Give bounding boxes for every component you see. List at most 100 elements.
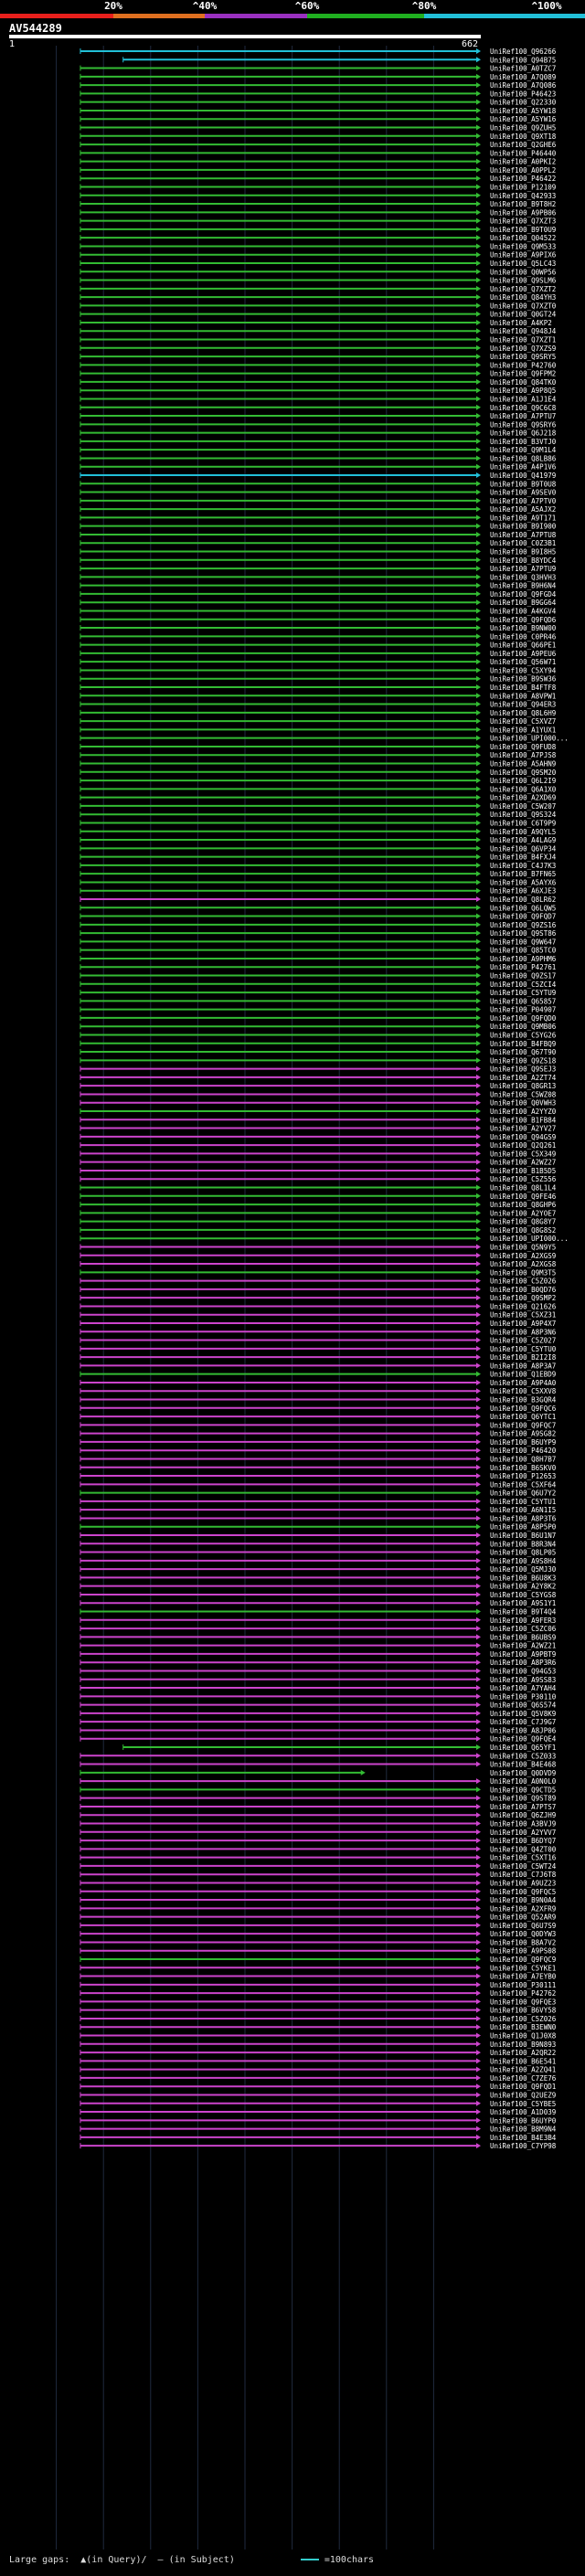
hit-row[interactable]: UniRef100_A5AYX6: [80, 878, 557, 886]
hit-label[interactable]: UniRef100_C5YTU9: [490, 989, 556, 997]
hit-row[interactable]: UniRef100_Q948J4: [80, 327, 557, 335]
hit-label[interactable]: UniRef100_C5YKE1: [490, 1964, 556, 1972]
hit-label[interactable]: UniRef100_Q9ZS17: [490, 972, 556, 981]
hit-label[interactable]: UniRef100_B6UBS9: [490, 1633, 556, 1641]
hit-label[interactable]: UniRef100_Q5LC43: [490, 260, 556, 268]
hit-label[interactable]: UniRef100_Q7XZT0: [490, 302, 557, 310]
hit-label[interactable]: UniRef100_Q52AR9: [490, 1913, 556, 1922]
hit-label[interactable]: UniRef100_C5YTU1: [490, 1498, 556, 1506]
hit-row[interactable]: UniRef100_C5Z556: [80, 1175, 557, 1183]
hit-row[interactable]: UniRef100_Q65YF1: [122, 1744, 557, 1752]
hit-label[interactable]: UniRef100_Q9SEJ3: [490, 1065, 556, 1074]
hit-label[interactable]: UniRef100_Q8GHP6: [490, 1201, 557, 1209]
hit-label[interactable]: UniRef100_A2YOE7: [490, 1209, 556, 1217]
hit-row[interactable]: UniRef100_A7YAH4: [80, 1684, 557, 1692]
hit-row[interactable]: UniRef100_Q9FGD4: [80, 590, 557, 599]
hit-label[interactable]: UniRef100_P30111: [490, 1981, 556, 1989]
hit-label[interactable]: UniRef100_Q3HVH3: [490, 573, 556, 581]
hit-row[interactable]: UniRef100_A8P3R6: [80, 1659, 557, 1667]
hit-row[interactable]: UniRef100_A9SG82: [80, 1430, 556, 1438]
hit-label[interactable]: UniRef100_A9PS08: [490, 1947, 557, 1956]
hit-row[interactable]: UniRef100_C5XF64: [80, 1480, 557, 1489]
hit-label[interactable]: UniRef100_Q9SRY5: [490, 353, 556, 361]
hit-label[interactable]: UniRef100_A2YVV7: [490, 1829, 556, 1837]
hit-row[interactable]: UniRef100_B9T0U8: [80, 480, 557, 488]
hit-row[interactable]: UniRef100_Q84TK0: [80, 378, 557, 387]
hit-row[interactable]: UniRef100_Q5MJ30: [80, 1565, 557, 1574]
hit-row[interactable]: UniRef100_A2ZQ41: [80, 2066, 556, 2074]
hit-row[interactable]: UniRef100_B6SKV0: [80, 1464, 557, 1472]
hit-row[interactable]: UniRef100_A9SS83: [80, 1676, 556, 1684]
hit-label[interactable]: UniRef100_Q21626: [490, 1302, 557, 1310]
hit-label[interactable]: UniRef100_Q7XZT3: [490, 217, 556, 226]
hit-row[interactable]: UniRef100_Q8G8S2: [80, 1226, 556, 1235]
hit-row[interactable]: UniRef100_C6T9P9: [80, 819, 556, 827]
hit-label[interactable]: UniRef100_Q9FQD6: [490, 616, 557, 624]
hit-label[interactable]: UniRef100_C5Z033: [490, 1752, 556, 1760]
hit-row[interactable]: UniRef100_B9NW00: [80, 624, 557, 632]
hit-label[interactable]: UniRef100_B6E541: [490, 2057, 556, 2065]
hit-row[interactable]: UniRef100_Q1EBD9: [80, 1371, 556, 1379]
hit-label[interactable]: UniRef100_Q9ZS16: [490, 921, 557, 929]
hit-row[interactable]: UniRef100_Q41979: [80, 472, 556, 480]
hit-label[interactable]: UniRef100_Q8GR13: [490, 1082, 556, 1090]
hit-row[interactable]: UniRef100_A8P3T6: [80, 1514, 557, 1522]
hit-row[interactable]: UniRef100_Q9ST86: [80, 929, 557, 938]
hit-row[interactable]: UniRef100_A2XFR9: [80, 1904, 556, 1913]
hit-label[interactable]: UniRef100_B1FB84: [490, 1116, 557, 1124]
hit-label[interactable]: UniRef100_A2XGS9: [490, 1252, 556, 1260]
hit-label[interactable]: UniRef100_A7PTU8: [490, 531, 557, 539]
hit-label[interactable]: UniRef100_Q9FE46: [490, 1193, 557, 1201]
hit-label[interactable]: UniRef100_Q6VP34: [490, 844, 557, 853]
hit-label[interactable]: UniRef100_Q9ST86: [490, 929, 557, 938]
hit-row[interactable]: UniRef100_Q5V8K9: [80, 1710, 556, 1718]
hit-label[interactable]: UniRef100_A1YUX1: [490, 726, 556, 734]
hit-row[interactable]: UniRef100_A9PS08: [80, 1947, 557, 1956]
hit-row[interactable]: UniRef100_A1D039: [80, 2108, 556, 2116]
hit-label[interactable]: UniRef100_A5AHN9: [490, 760, 556, 769]
hit-row[interactable]: UniRef100_A1J1E4: [80, 395, 557, 403]
hit-row[interactable]: UniRef100_Q8L6H9: [80, 709, 556, 717]
hit-label[interactable]: UniRef100_C5ZCI4: [490, 981, 557, 989]
hit-label[interactable]: UniRef100_A0TZC7: [490, 65, 556, 73]
hit-row[interactable]: UniRef100_Q2GHE6: [80, 141, 557, 149]
hit-label[interactable]: UniRef100_A8P3R6: [490, 1659, 557, 1667]
hit-label[interactable]: UniRef100_Q6U7S9: [490, 1922, 556, 1930]
hit-label[interactable]: UniRef100_P46422: [490, 175, 556, 183]
hit-row[interactable]: UniRef100_A9PEU6: [80, 650, 557, 658]
hit-row[interactable]: UniRef100_C5YG26: [80, 1031, 557, 1039]
hit-row[interactable]: UniRef100_Q9M3T5: [80, 1268, 556, 1277]
hit-row[interactable]: UniRef100_A2WZ27: [80, 1159, 556, 1167]
hit-label[interactable]: UniRef100_B6DYQ7: [490, 1837, 556, 1845]
hit-label[interactable]: UniRef100_Q42933: [490, 192, 556, 200]
hit-row[interactable]: UniRef100_A4KGV4: [80, 607, 557, 615]
hit-label[interactable]: UniRef100_Q65YF1: [490, 1744, 556, 1752]
hit-label[interactable]: UniRef100_Q66PE1: [490, 641, 556, 650]
hit-label[interactable]: UniRef100_Q0DVD9: [490, 1769, 556, 1777]
hit-row[interactable]: UniRef100_UPI000...: [80, 1235, 569, 1243]
hit-row[interactable]: UniRef100_Q96266: [80, 48, 557, 56]
hit-row[interactable]: UniRef100_C5YGS8: [80, 1591, 557, 1599]
hit-label[interactable]: UniRef100_C7J9G7: [490, 1718, 556, 1726]
hit-label[interactable]: UniRef100_A8P3N6: [490, 1328, 557, 1336]
hit-row[interactable]: UniRef100_Q9FQD1: [80, 2083, 556, 2091]
hit-row[interactable]: UniRef100_B9H6N4: [80, 582, 557, 590]
hit-label[interactable]: UniRef100_A7PTU7: [490, 412, 556, 420]
hit-row[interactable]: UniRef100_A3BVJ9: [80, 1820, 556, 1829]
hit-label[interactable]: UniRef100_C4J7K3: [490, 862, 556, 870]
hit-row[interactable]: UniRef100_C5YTU1: [80, 1498, 556, 1506]
hit-row[interactable]: UniRef100_B9I900: [80, 523, 557, 531]
hit-row[interactable]: UniRef100_B9GG64: [80, 599, 557, 607]
hit-label[interactable]: UniRef100_Q9FQD0: [490, 1014, 557, 1023]
hit-label[interactable]: UniRef100_B4FTF8: [490, 684, 557, 692]
hit-label[interactable]: UniRef100_P12109: [490, 183, 556, 191]
hit-row[interactable]: UniRef100_P46423: [80, 90, 556, 98]
hit-label[interactable]: UniRef100_A7Q086: [490, 81, 557, 90]
hit-row[interactable]: UniRef100_Q7XZS9: [80, 345, 556, 353]
hit-row[interactable]: UniRef100_Q6A1X0: [80, 785, 557, 793]
hit-row[interactable]: UniRef100_C5XVZ7: [80, 717, 556, 726]
hit-row[interactable]: UniRef100_A9P8Q5: [80, 387, 556, 395]
hit-row[interactable]: UniRef100_C5ZCI4: [80, 981, 557, 989]
hit-label[interactable]: UniRef100_B9SW36: [490, 675, 557, 684]
hit-label[interactable]: UniRef100_Q9C6C8: [490, 404, 557, 412]
